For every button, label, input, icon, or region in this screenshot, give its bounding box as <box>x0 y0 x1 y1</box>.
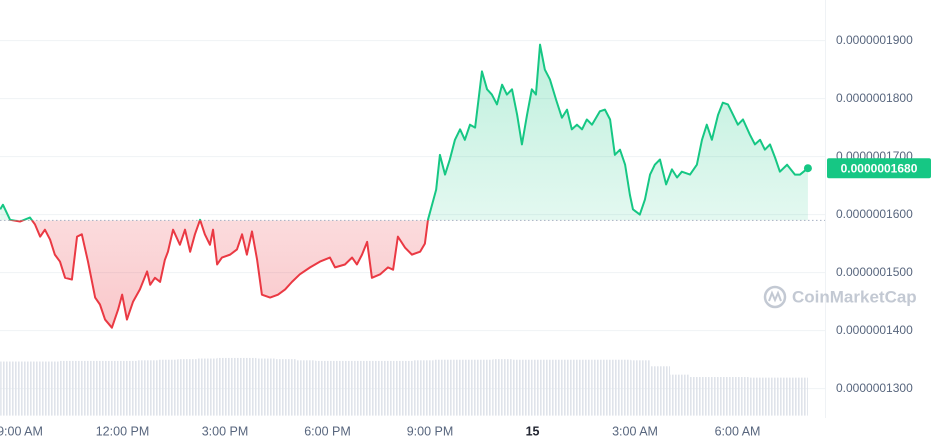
volume-bar <box>472 359 493 416</box>
x-tick-label: 15 <box>526 424 540 438</box>
volume-bar <box>670 374 690 416</box>
volume-bar <box>315 360 336 416</box>
volume-bar <box>453 359 473 416</box>
volume-bar <box>118 360 139 416</box>
y-tick-label: 0.0000001800 <box>836 91 913 105</box>
volume-bar <box>591 359 611 416</box>
volume-bar <box>335 360 355 416</box>
volume-bar <box>788 377 808 416</box>
x-tick-label: 9:00 AM <box>0 424 43 438</box>
volume-bar <box>177 359 198 416</box>
volume-bar <box>768 377 789 416</box>
current-price-label: 0.0000001680 <box>841 161 918 175</box>
volume-bar <box>571 359 592 416</box>
volume-bar <box>709 377 730 416</box>
current-price-badge <box>827 158 931 179</box>
watermark: CoinMarketCap <box>792 287 917 306</box>
volume-bar <box>532 359 552 416</box>
x-tick-label: 3:00 PM <box>202 424 249 438</box>
y-tick-label: 0.0000001500 <box>836 265 913 279</box>
volume-bar <box>295 360 316 416</box>
x-tick-label: 3:00 AM <box>612 424 658 438</box>
volume-bar <box>689 377 710 416</box>
x-tick-label: 6:00 AM <box>715 424 761 438</box>
area-above <box>0 44 808 221</box>
volume-bar <box>78 360 99 416</box>
volume-bar <box>650 366 671 416</box>
volume-bar <box>275 359 296 416</box>
volume-bar <box>413 360 434 416</box>
volume-bar <box>551 359 572 416</box>
volume-bar <box>138 360 158 416</box>
volume-bar <box>216 357 237 416</box>
volume-bar <box>59 360 79 416</box>
watermark-logo <box>763 285 787 309</box>
volume-bar <box>19 361 40 416</box>
x-tick-label: 12:00 PM <box>96 424 150 438</box>
y-tick-label: 0.0000001900 <box>836 33 913 47</box>
y-tick-label: 0.0000001400 <box>836 323 913 337</box>
x-tick-label: 9:00 PM <box>407 424 454 438</box>
price-line-below <box>9 220 429 329</box>
volume-bar <box>630 360 651 416</box>
volume-bar <box>512 359 533 416</box>
y-tick-label: 0.0000001300 <box>836 381 913 395</box>
volume-bar <box>354 360 375 416</box>
volume-bar <box>39 361 60 416</box>
volume-bar <box>197 358 217 416</box>
volume-bar <box>394 360 414 416</box>
volume-bar <box>433 359 454 416</box>
price-line-above <box>0 43 809 221</box>
volume-bar <box>729 377 749 416</box>
volume-bar <box>98 360 119 416</box>
volume-bar <box>492 359 513 416</box>
y-tick-label: 0.0000001600 <box>836 207 913 221</box>
volume-bar <box>374 360 395 416</box>
last-point <box>803 164 812 173</box>
volume-bar <box>236 357 257 416</box>
volume-bar <box>157 359 178 416</box>
x-tick-label: 6:00 PM <box>304 424 351 438</box>
volume-bar <box>256 358 276 416</box>
volume-bar <box>0 361 20 416</box>
volume-bar <box>748 377 769 416</box>
volume-bar <box>610 359 631 416</box>
